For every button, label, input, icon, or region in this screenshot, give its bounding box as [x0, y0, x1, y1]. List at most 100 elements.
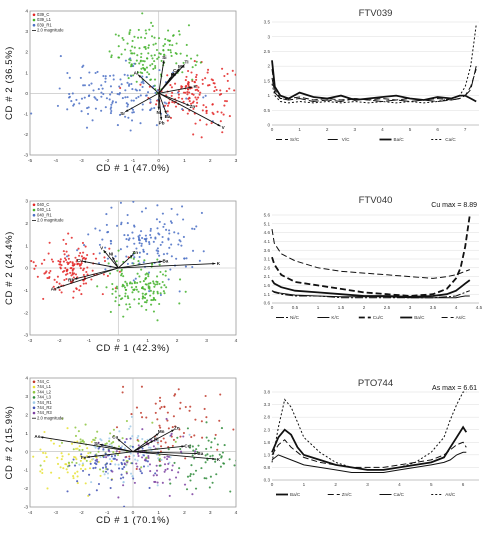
x-tick-label: 0.5	[292, 305, 299, 310]
vector-label: Ba	[162, 258, 168, 263]
point-039_R1	[158, 69, 161, 72]
point-744_C	[218, 419, 221, 422]
point-040_R1	[162, 225, 165, 228]
point-744_C	[200, 420, 203, 423]
point-040_R1	[98, 229, 101, 232]
point-039_R1	[104, 77, 107, 80]
point-744_C	[159, 407, 162, 410]
point-039_L1	[153, 54, 156, 57]
point-744_L3	[221, 451, 224, 454]
point-040_C	[64, 273, 68, 276]
point-744_L1	[76, 482, 79, 485]
point-039_L1	[110, 54, 113, 57]
point-744_L2	[72, 448, 75, 451]
point-040_R1	[109, 242, 113, 245]
point-744_L1	[43, 430, 46, 434]
point-744_L1	[76, 447, 79, 450]
point-040_L1	[152, 292, 155, 295]
point-744_L1	[84, 482, 87, 485]
point-039_R1	[165, 102, 168, 105]
point-744_L2	[144, 440, 147, 443]
point-040_L1	[160, 286, 163, 289]
point-039_C	[181, 97, 184, 100]
legend-label: Ca/C	[394, 492, 405, 497]
point-744_L2	[104, 443, 107, 446]
point-039_L1	[137, 36, 140, 39]
point-744_L2	[151, 421, 154, 424]
point-039_R1	[118, 113, 122, 116]
point-744_R2	[121, 467, 124, 471]
point-039_L1	[143, 36, 147, 40]
y-tick-label: 3.8	[264, 390, 271, 395]
profile-series	[271, 24, 477, 104]
point-040_C	[60, 291, 63, 294]
point-040_C	[40, 262, 43, 265]
point-039_L1	[167, 29, 170, 32]
point-039_R1	[109, 93, 112, 96]
point-040_R1	[145, 240, 148, 243]
point-744_R1	[132, 454, 135, 457]
point-744_C	[145, 416, 148, 419]
point-040_C	[77, 247, 80, 250]
point-039_C	[220, 111, 223, 114]
y-tick-label: -3	[24, 505, 29, 511]
y-tick-label: 4.1	[264, 239, 271, 244]
point-039_C	[194, 122, 197, 125]
point-040_R1	[106, 231, 109, 234]
vector-arrowhead	[171, 72, 175, 76]
point-744_R3	[111, 470, 114, 473]
point-040_L1	[129, 281, 132, 284]
point-039_L1	[167, 48, 170, 52]
point-039_L1	[153, 78, 157, 81]
point-744_L3	[169, 482, 172, 485]
point-744_R3	[163, 456, 166, 459]
point-039_R1	[119, 78, 122, 81]
point-040_L1	[152, 280, 155, 283]
point-039_L1	[133, 35, 136, 38]
scatter-points	[30, 201, 205, 322]
point-744_L3	[207, 439, 210, 442]
point-744_R2	[148, 486, 151, 489]
point-744_C	[162, 437, 165, 440]
point-744_L1	[65, 468, 68, 471]
x-tick-label: -2	[57, 338, 62, 344]
point-039_C	[190, 71, 193, 74]
point-744_R1	[169, 456, 172, 459]
point-040_C	[75, 287, 78, 290]
point-039_L1	[143, 69, 146, 72]
point-039_R1	[91, 119, 94, 122]
point-039_R1	[131, 108, 135, 111]
point-744_C	[179, 435, 182, 438]
point-039_C	[184, 79, 187, 82]
point-039_L1	[137, 71, 140, 74]
point-744_R2	[105, 462, 109, 465]
point-040_L1	[178, 302, 181, 305]
series-line-Ba-C	[271, 279, 471, 298]
vector-line	[82, 260, 119, 269]
series-line-Ba-C	[271, 60, 477, 103]
point-744_R2	[102, 448, 105, 451]
point-039_C	[182, 91, 185, 94]
point-744_R3	[136, 452, 140, 455]
point-744_L2	[74, 434, 78, 438]
legend-label: 039_L1	[37, 17, 52, 22]
point-040_L1	[163, 292, 166, 295]
point-040_L1	[156, 258, 159, 261]
x-tick-label: 5	[430, 482, 433, 487]
point-744_R3	[137, 454, 140, 458]
vector-line	[118, 263, 216, 269]
point-039_R1	[96, 98, 99, 102]
point-744_L1	[74, 447, 78, 450]
point-040_L1	[149, 294, 152, 297]
point-744_C	[189, 405, 192, 408]
legend-label: 040_L1	[37, 207, 52, 212]
point-040_C	[53, 287, 57, 291]
point-040_C	[56, 275, 59, 278]
point-039_R1	[156, 89, 159, 92]
point-744_R2	[131, 462, 134, 465]
vector-arrowhead	[181, 445, 185, 448]
point-039_R1	[94, 71, 97, 75]
point-744_L2	[61, 417, 64, 420]
legend-label: As/C	[445, 492, 456, 497]
vector-label: Ba	[197, 451, 203, 456]
